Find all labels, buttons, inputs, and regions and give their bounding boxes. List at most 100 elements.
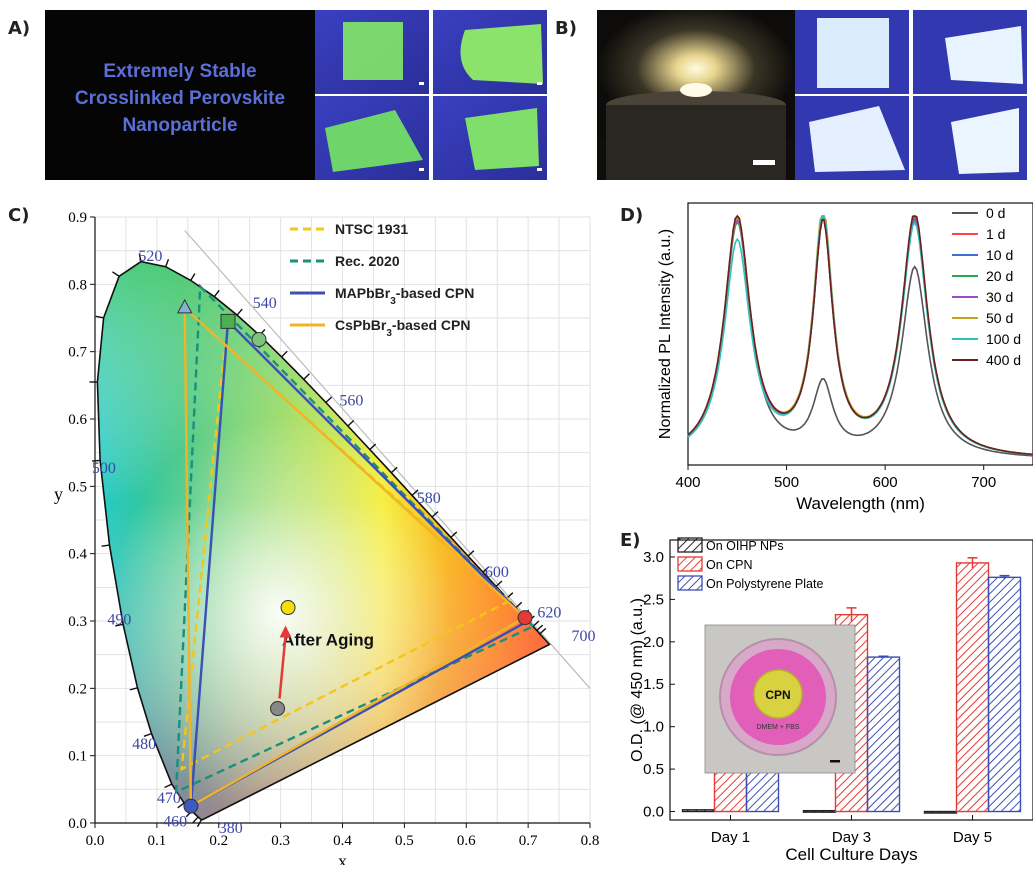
locus-tick [369,443,377,451]
chart-e-y-tick-label: 2.0 [643,634,664,651]
chart-marker-triangle [176,298,193,314]
chart-c-y-tick-label: 0.9 [68,210,87,226]
panel-b-white-films [795,10,1027,180]
wavelength-label: 520 [138,248,162,265]
locus-tick [411,489,419,496]
chart-e-y-tick-label: 0.0 [643,804,664,821]
chart-e-x-tick-label: Day 3 [832,829,871,846]
chart-marker-square [220,313,236,329]
cie-chromaticity-chart: 0.0 0.1 0.2 0.3 0.4 0.5 0.6 0.7 0.8 0.0 0.1 0.2 0.3 0… [54,210,599,865]
bar [955,562,990,813]
pl-spectrum-line [687,217,1033,456]
chart-c-x-tick-label: 0.5 [395,833,414,849]
chart-c-x-tick-label: 0.0 [86,833,105,849]
chart-marker-circle [183,798,199,814]
locus-tick [539,627,547,635]
chart-e-y-tick-label: 3.0 [643,549,664,566]
chart-c-y-tick-label: 0.6 [68,412,87,428]
chart-e-y-tick-label: 1.5 [643,676,664,693]
chart-c-y-tick-label: 0.8 [68,277,87,293]
bar [802,809,837,813]
chart-c-x-tick-label: 0.3 [271,833,290,849]
panel-a-title-line-2: Crosslinked Perovskite [74,88,286,109]
chart-marker-circle [251,332,267,348]
chart-d-x-tick-label: 600 [873,474,898,491]
chart-e-legend-swatch [677,556,703,572]
gamut-triangle [189,318,531,809]
chart-d-axes: 400 500 600 700 [675,202,1033,491]
gamut-triangle [180,342,512,772]
panel-b-led-photo-svg [597,10,795,180]
locus-tick [506,592,514,599]
chart-c-y-tick-label: 0.2 [68,681,87,697]
wavelength-label: 460 [163,813,187,830]
bar [987,576,1022,813]
wavelength-label: 560 [339,393,363,410]
chart-c-y-tick-label: 0.5 [68,479,87,495]
wavelength-label: 600 [485,564,509,581]
panel-label-b: B) [555,18,577,39]
locus-tick [115,623,124,627]
locus-tick [482,566,490,573]
panel-a-title-line-1: Extremely Stable [103,61,257,82]
locus-tick [281,350,288,358]
chart-c-x-tick-label: 0.8 [581,833,600,849]
pl-spectra-chart: 400 500 600 700 0 d 1 d 10 d 20 d 30 d 50 d 100 d… [657,202,1033,513]
chart-d-legend-label: 20 d [986,268,1013,284]
pl-spectrum-line [687,214,1033,456]
chart-e-y-tick-label: 2.5 [643,591,664,608]
chart-marker-circle [280,600,296,616]
locus-tick [325,396,333,404]
locus-tick [515,601,523,609]
chart-c-legend-label: NTSC 1931 [335,221,408,237]
chart-e-y-tick-label: 0.5 [643,761,664,778]
locus-tick [236,308,243,316]
chart-e-x-axis-label: Cell Culture Days [785,845,917,864]
wavelength-label: 470 [157,790,181,807]
chart-d-legend-label: 1 d [986,226,1005,242]
chart-d-x-axis-label: Wavelength (nm) [796,494,925,513]
chart-c-x-axis-label: x [338,851,347,865]
chart-d-legend-label: 400 d [986,352,1021,368]
chart-d-x-tick-label: 400 [675,474,700,491]
cell-viability-chart: 0.0 0.5 1.0 1.5 2.0 2.5 3.0 Day 1 Day 3 Day 5 On … [629,537,1033,864]
locus-tick [192,816,199,824]
chart-c-y-tick-label: 0.1 [68,749,87,765]
panel-label-c: C) [8,205,30,226]
panel-b-led-photo [597,10,795,180]
chart-d-legend-label: 10 d [986,247,1013,263]
pl-spectrum-line [687,214,1033,456]
chart-c-legend-label: Rec. 2020 [335,253,400,269]
locus-tick [95,315,104,319]
locus-tick [138,253,142,262]
after-aging-annotation: After Aging [282,631,374,650]
chart-d-legend-label: 0 d [986,205,1005,221]
chart-marker-circle [517,610,533,626]
locus-tick [112,271,120,277]
panel-a-film-photos [315,10,547,180]
locus-tick [347,420,355,427]
chart-e-legend-swatch [677,537,703,553]
chart-c-x-tick-label: 0.4 [333,833,352,849]
chart-e-x-tick-label: Day 5 [953,829,992,846]
locus-tick [190,273,196,281]
locus-tick [495,580,503,587]
locus-tick [431,511,439,518]
chart-d-legend-label: 100 d [986,331,1021,347]
chart-c-x-tick-label: 0.7 [519,833,538,849]
bar [681,809,716,813]
bar [866,656,901,813]
pl-spectrum-line [687,215,1033,456]
chart-c-legend-label: MAPbBr3-based CPN [335,285,474,307]
bar [923,810,958,814]
chart-e-legend-label: On CPN [706,558,753,572]
locus-tick [129,687,138,691]
locus-tick [450,531,458,538]
after-aging-arrow [278,635,287,699]
chart-d-y-axis-label: Normalized PL Intensity (a.u.) [657,229,674,439]
panel-label-a: A) [8,18,31,39]
chart-c-x-tick-label: 0.2 [209,833,228,849]
wavelength-label: 500 [92,460,116,477]
chart-c-axes: 0.0 0.1 0.2 0.3 0.4 0.5 0.6 0.7 0.8 0.0 0.1 0.2 0.3 0… [68,210,599,849]
inset-medium-label: DMEM + FBS [757,724,800,731]
